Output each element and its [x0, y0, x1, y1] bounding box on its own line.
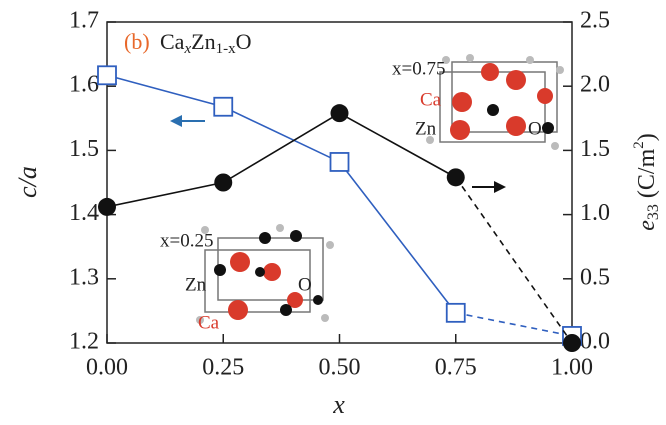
marker-circle — [563, 334, 581, 352]
marker-square — [98, 66, 116, 84]
formula: CaxZn1-xO — [160, 29, 251, 57]
marker-square — [214, 98, 232, 116]
y-axis-label: c/a — [13, 166, 42, 198]
x-tick-label: 0.25 — [202, 355, 244, 381]
annotation: O — [528, 118, 542, 139]
y-tick-label: 1.4 — [69, 200, 99, 226]
series-line — [456, 177, 572, 343]
crystal-upper — [426, 54, 564, 150]
x-tick-label: 0.50 — [319, 355, 361, 381]
y2-label-part: ) — [634, 133, 660, 141]
y2-label-sub: 33 — [645, 204, 662, 220]
marker-circle — [331, 104, 349, 122]
formula-part: Zn — [191, 29, 215, 54]
chart: (b) CaxZn1-xO x=0.75 Ca Zn O x=0.25 Zn O… — [0, 0, 666, 425]
y2-tick-label: 0.0 — [580, 329, 610, 355]
annotation: Zn — [415, 118, 437, 139]
marker-square — [331, 153, 349, 171]
y-tick-label: 1.6 — [69, 72, 99, 98]
x-tick-label: 1.00 — [551, 355, 593, 381]
y2-tick-label: 0.5 — [580, 264, 610, 290]
x-tick-label: 0.75 — [435, 355, 477, 381]
y-tick-label: 1.7 — [69, 8, 99, 34]
series-line — [456, 313, 572, 336]
marker-square — [447, 304, 465, 322]
annotation: O — [298, 274, 312, 295]
arrow-left — [170, 115, 205, 127]
annotation: Ca — [198, 312, 220, 333]
y2-axis-label: e33 (C/m2) — [631, 133, 661, 231]
marker-circle — [214, 174, 232, 192]
formula-part: O — [236, 29, 252, 54]
series-line — [107, 113, 456, 207]
annotation: x=0.75 — [392, 58, 445, 79]
x-axis-label: x — [332, 390, 345, 419]
x-tick-label: 0.00 — [86, 355, 128, 381]
marker-circle — [98, 198, 116, 216]
plot-frame — [107, 22, 572, 343]
crystal-lower — [196, 224, 334, 324]
y-tick-label: 1.5 — [69, 136, 99, 162]
annotation: x=0.25 — [160, 230, 213, 251]
y2-label-part: e — [634, 220, 660, 231]
y-tick-label: 1.3 — [69, 264, 99, 290]
y-tick-label: 1.2 — [69, 329, 99, 355]
series-line — [107, 75, 456, 313]
marker-circle — [447, 168, 465, 186]
y2-tick-label: 1.0 — [580, 200, 610, 226]
formula-sub: 1-x — [216, 41, 236, 57]
y2-label-sup: 2 — [631, 141, 647, 149]
annotation: Ca — [420, 89, 442, 110]
y2-tick-label: 1.5 — [580, 136, 610, 162]
annotation: Zn — [185, 274, 207, 295]
y2-tick-label: 2.5 — [580, 8, 610, 34]
y2-tick-label: 2.0 — [580, 72, 610, 98]
formula-part: Ca — [160, 29, 185, 54]
panel-label: (b) — [124, 29, 150, 54]
arrow-right — [472, 181, 506, 193]
y2-label-part: (C/m — [634, 148, 660, 204]
